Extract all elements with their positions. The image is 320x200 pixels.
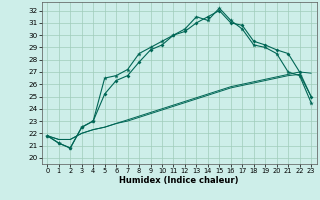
X-axis label: Humidex (Indice chaleur): Humidex (Indice chaleur): [119, 176, 239, 185]
